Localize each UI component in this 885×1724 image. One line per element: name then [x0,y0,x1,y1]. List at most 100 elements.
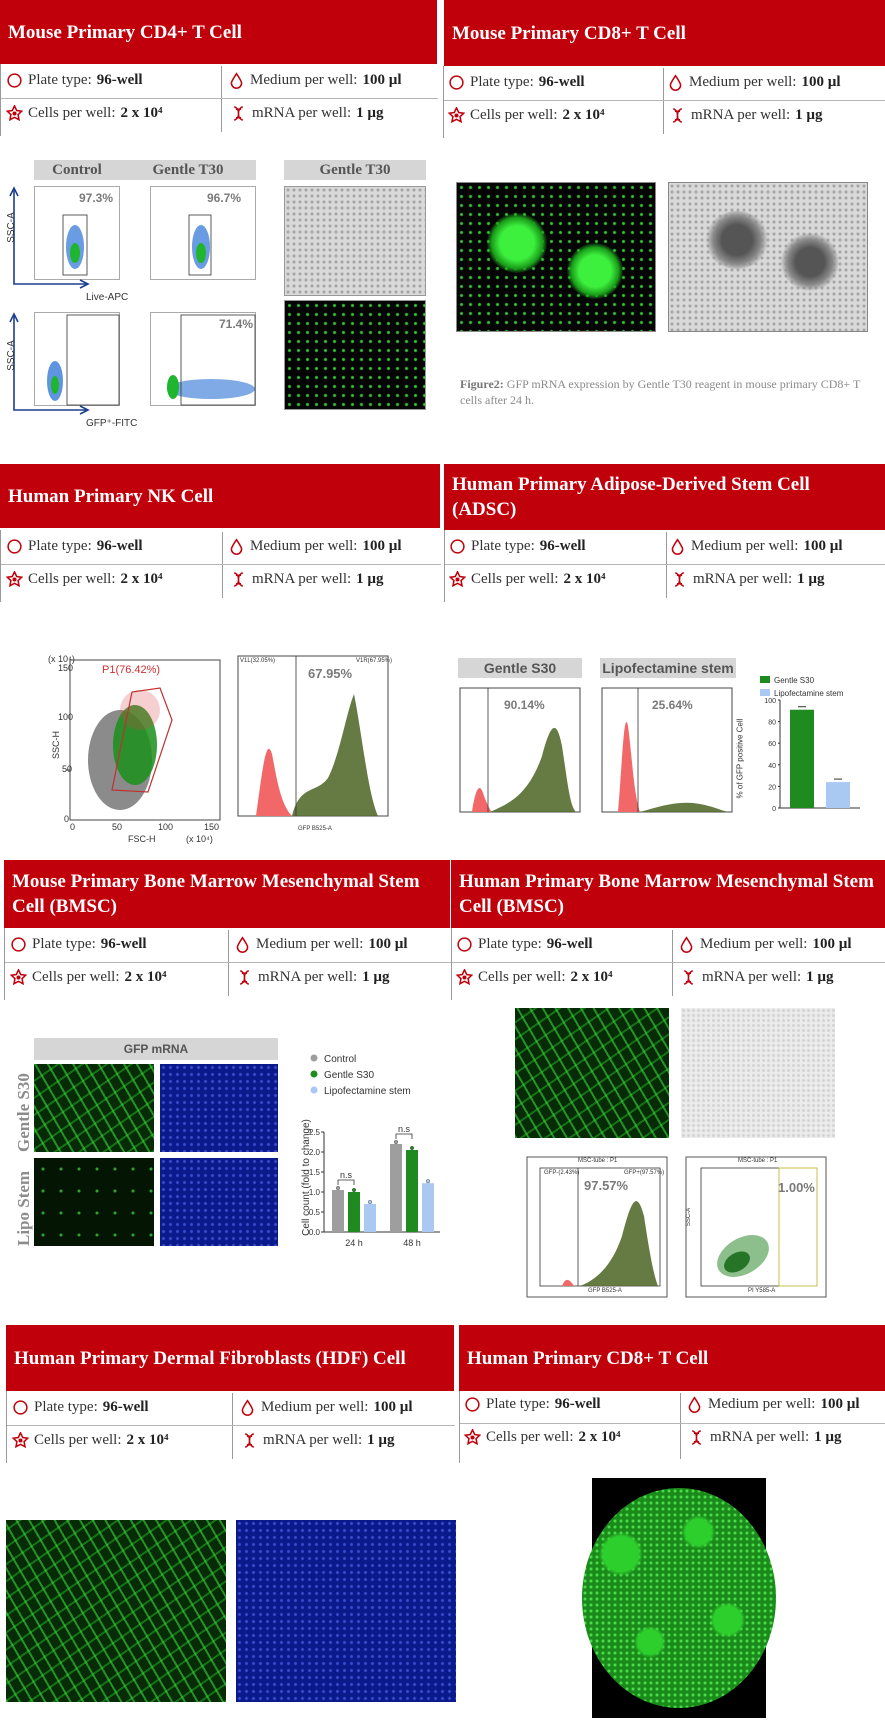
divider [228,930,229,996]
data-point [367,1199,372,1204]
mrna-per-well: mRNA per well: 1 µg [671,571,825,588]
percent-label: 67.95% [308,666,353,681]
plate-type: Plate type: 96-well [464,1396,601,1413]
flow-plot-control-gfp [34,312,120,406]
scatter-points [88,690,160,810]
divider [666,532,667,598]
section-title: Human Primary Adipose-Derived Stem Cell … [452,474,810,520]
section-header-mouse-bmsc: Mouse Primary Bone Marrow Mesenchymal St… [4,860,450,928]
drop-icon [236,936,249,953]
legend-marker [310,1070,318,1078]
dna-icon [233,572,244,587]
dna-icon [672,108,683,123]
x-axis-label: FSC-H [128,834,156,844]
percent-label: 1.00% [778,1180,815,1195]
x-unit: (x 10⁴) [186,834,213,844]
drop-icon [230,72,243,89]
cell-star-icon [456,969,473,986]
circle-icon [11,937,26,952]
y-tick-label: 1.5 [309,1168,321,1177]
bar-lipofectamine [826,782,850,808]
x-axis-label: PI Y585-A [748,1288,776,1294]
section-title: Mouse Primary CD8+ T Cell [452,22,686,44]
y-tick-label: 0 [772,806,776,813]
cell-star-icon [448,107,465,124]
bar-lipofectamine-stem [422,1183,434,1232]
legend-label: Gentle S30 [324,1070,374,1081]
mrna-per-well: mRNA per well: 1 µg [669,107,823,124]
info-block: Plate type: 96-well Medium per well: 100… [459,1391,885,1463]
percent-label: 90.14% [504,698,545,712]
hbmsc-scatter [685,1156,827,1298]
info-block: Plate type: 96-well Medium per well: 100… [0,64,438,136]
mbmsc-bar-chart: 0.0 0.5 1.0 1.5 2.0 2.5 24 h n.s 48 h n.s Control G… [309,1054,440,1248]
data-point [409,1145,414,1150]
plate-type: Plate type: 96-well [6,538,143,555]
divider [1,564,441,565]
x-tick: 100 [158,822,174,832]
scatter-cloud [47,314,120,406]
bar-gentle-s30 [790,709,814,808]
divider [7,1425,455,1426]
plate-type: Plate type: 96-well [456,936,593,953]
section-header-mouse-cd8: Mouse Primary CD8+ T Cell [444,0,885,66]
section-title: Human Primary CD8+ T Cell [467,1347,709,1369]
y-tick: 0 [64,814,70,824]
cell-cluster [567,243,623,299]
mrna-per-well: mRNA per well: 1 µg [230,105,384,122]
divider [680,1393,681,1459]
axis-label-gfp-fitc: GFP⁺-FITC [86,418,138,429]
cell-cluster [781,233,839,291]
cells-per-well: Cells per well: 2 x 10⁴ [12,1432,168,1449]
mrna-per-well: mRNA per well: 1 µg [230,571,384,588]
y-tick-label: 20 [768,784,776,791]
divider [672,930,673,996]
medium-per-well: Medium per well: 100 µl [239,1399,413,1416]
figure-caption: Figure2: GFP mRNA expression by Gentle T… [460,377,861,407]
micrograph-gfp [284,300,426,410]
y-tick: 150 [58,663,74,673]
drop-icon [688,1396,701,1413]
axis-label-ssc: SSC-A [5,340,17,371]
section-title: Human Primary Dermal Fibroblasts (HDF) C… [14,1347,406,1369]
data-point [336,1185,341,1190]
micrograph-brightfield [668,182,868,332]
info-block: Plate type: 96-well Medium per well: 100… [451,928,885,1000]
medium-per-well: Medium per well: 100 µl [228,72,402,89]
bar-gentle-s30 [348,1192,360,1232]
plate-type: Plate type: 96-well [6,72,143,89]
hbmsc-histogram [526,1156,668,1298]
section-header-human-adsc: Human Primary Adipose-Derived Stem Cell … [444,464,885,530]
legend-label: Lipofectamine stem [324,1086,411,1097]
y-tick-label: 80 [768,720,776,727]
percent-label: 71.4% [219,317,254,331]
y-axis-label: SSC-A [686,1207,693,1227]
plate-type: Plate type: 96-well [449,538,586,555]
divider [460,1423,885,1424]
data-point [425,1179,430,1184]
scatter-cloud [167,314,256,406]
micrograph-brightfield [681,1008,835,1138]
gate-left-label: V1L(32.05%) [240,658,276,664]
gentle-s30-label: Gentle S30 [458,658,582,678]
y-tick-label: 100 [764,698,776,705]
section-title: Mouse Primary Bone Marrow Mesenchymal St… [12,871,420,917]
section-title: Human Primary NK Cell [8,485,214,507]
nk-scatter-plot [66,659,221,821]
gentle-t30-label-2: Gentle T30 [284,160,426,180]
adsc-bar-chart: 0 20 40 60 80 100 Gentle S30 Lipofectamine stem [760,676,860,813]
cells-per-well: Cells per well: 2 x 10⁴ [449,571,605,588]
divider [232,1393,233,1459]
gate-left-label: GFP-(2.43%) [544,1170,580,1176]
info-block: Plate type: 96-well Medium per well: 100… [4,928,451,1000]
section-title: Mouse Primary CD4+ T Cell [8,21,242,43]
section-header-human-nk: Human Primary NK Cell [0,464,440,528]
divider [445,564,885,565]
cell-star-icon [464,1429,481,1446]
dna-icon [244,1433,255,1448]
bar-control [390,1144,402,1232]
cell-star-icon [12,1432,29,1449]
circle-icon [13,1400,28,1415]
divider [222,532,223,598]
circle-icon [457,937,472,952]
